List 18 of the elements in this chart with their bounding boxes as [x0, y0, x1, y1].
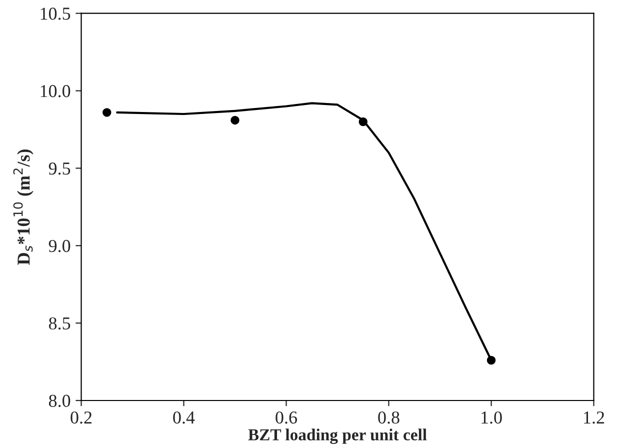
point	[230, 116, 240, 125]
y-tick-label: 10.5	[40, 8, 70, 20]
x-tick-label: 0.8	[378, 411, 400, 424]
y-tick-label: 8.0	[48, 394, 70, 408]
x-tick-label: 1.2	[584, 411, 604, 424]
x-tick-label: 0.2	[70, 411, 92, 424]
point	[486, 356, 496, 365]
y-axis-title: D$_{s}$*10$^{10}$ (m$^{2}$/s)	[13, 149, 34, 265]
y-tick-label: 8.5	[48, 317, 70, 330]
x-tick-label: 0.6	[276, 411, 297, 424]
x-axis-title: BZT loading per unit cell	[248, 428, 427, 444]
y-tick-label: 9.5	[48, 162, 70, 175]
y-tick-label: 9.0	[48, 240, 70, 252]
x-tick-label: 1.0	[482, 411, 502, 424]
point	[102, 108, 112, 117]
point	[358, 117, 368, 126]
x-tick-label: 0.4	[173, 411, 195, 424]
y-tick-label: 10.0	[40, 85, 70, 98]
